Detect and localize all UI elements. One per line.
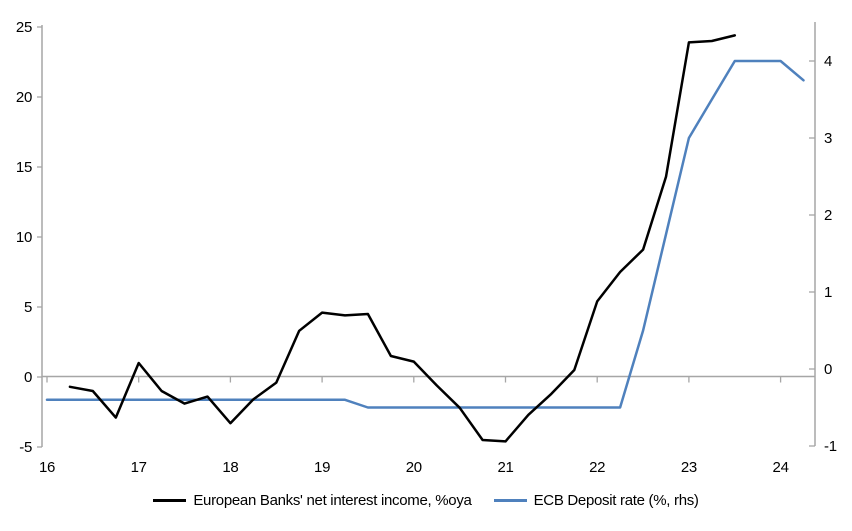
svg-text:-1: -1 xyxy=(824,438,837,455)
legend-item-nii: European Banks' net interest income, %oy… xyxy=(153,491,472,509)
svg-text:-5: -5 xyxy=(19,439,32,456)
legend-item-ecb: ECB Deposit rate (%, rhs) xyxy=(493,491,699,509)
svg-text:25: 25 xyxy=(16,19,32,36)
svg-text:0: 0 xyxy=(824,361,832,378)
svg-text:23: 23 xyxy=(681,459,697,476)
svg-text:2: 2 xyxy=(824,207,832,224)
svg-text:16: 16 xyxy=(39,459,55,476)
svg-text:4: 4 xyxy=(824,53,832,70)
svg-text:24: 24 xyxy=(773,459,789,476)
ecb-legend-label: ECB Deposit rate (%, rhs) xyxy=(533,491,699,509)
ecb-line-swatch xyxy=(493,498,527,502)
svg-text:1: 1 xyxy=(824,284,832,301)
svg-text:22: 22 xyxy=(589,459,605,476)
svg-text:10: 10 xyxy=(16,229,32,246)
svg-text:0: 0 xyxy=(24,369,32,386)
chart-legend: European Banks' net interest income, %oy… xyxy=(0,484,852,516)
svg-text:3: 3 xyxy=(824,130,832,147)
svg-text:17: 17 xyxy=(131,459,147,476)
svg-text:20: 20 xyxy=(406,459,422,476)
svg-text:21: 21 xyxy=(497,459,513,476)
svg-text:15: 15 xyxy=(16,159,32,176)
nii-legend-label: European Banks' net interest income, %oy… xyxy=(193,491,472,509)
svg-text:19: 19 xyxy=(314,459,330,476)
svg-text:20: 20 xyxy=(16,89,32,106)
svg-text:18: 18 xyxy=(222,459,238,476)
nii-line-swatch xyxy=(153,498,187,502)
svg-text:5: 5 xyxy=(24,299,32,316)
